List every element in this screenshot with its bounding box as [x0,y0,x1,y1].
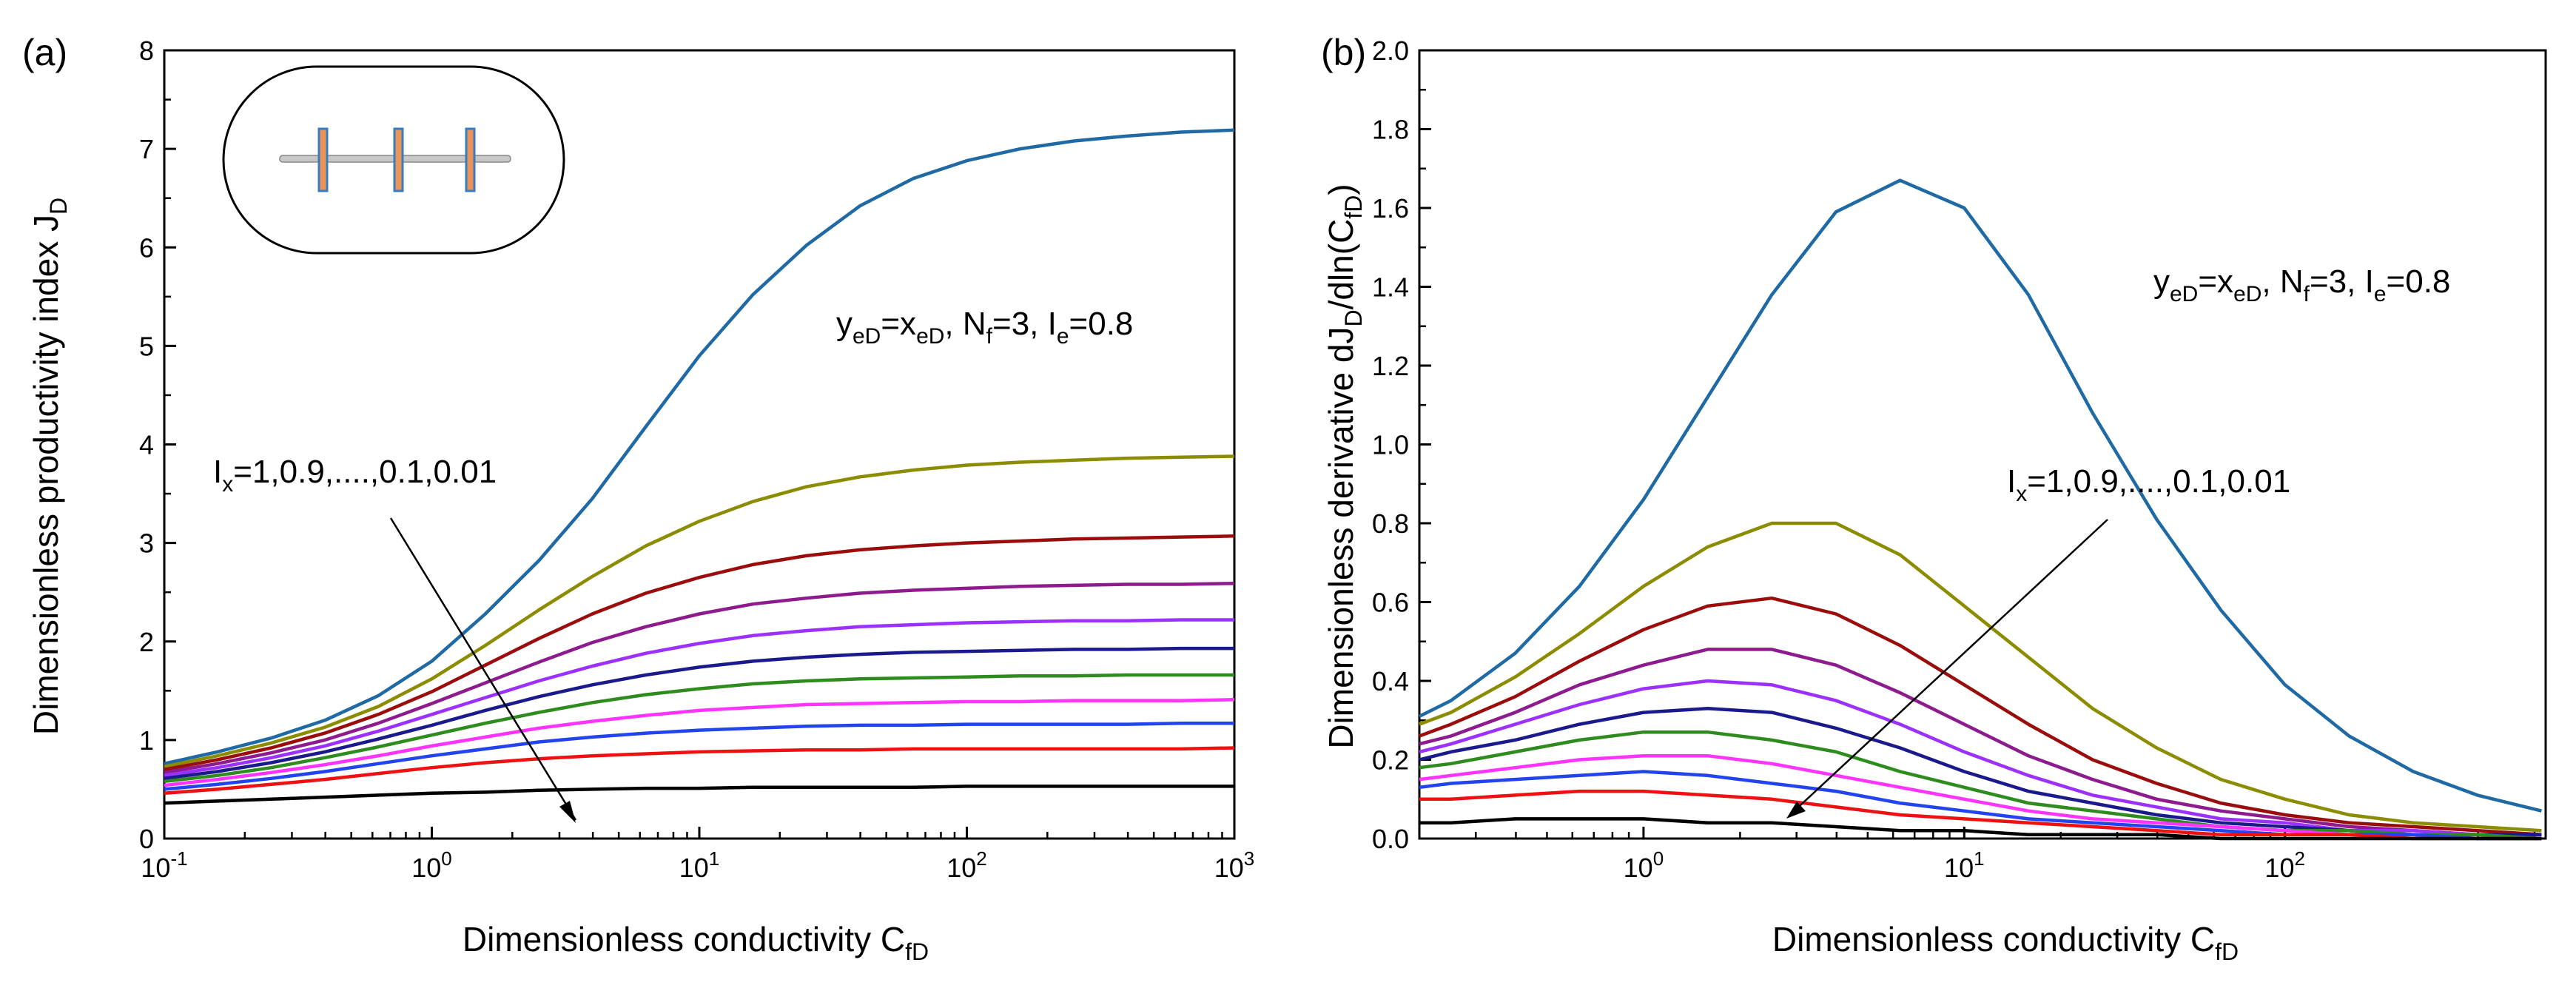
arrowhead-b [1786,802,1806,819]
series-line-b-7 [1419,730,2542,841]
y-tick-label: 1.2 [1372,351,1409,381]
series-line-a-7 [164,673,1234,784]
y-tick-label: 1.0 [1372,430,1409,460]
series-line-b-1 [1418,178,2542,813]
arrow-line-b [1790,519,2108,815]
x-tick-label: 102 [946,847,987,883]
y-tick-label: 3 [139,528,154,559]
y-tick-label: 1 [139,725,154,756]
series-line-a-11 [164,785,1234,805]
series-line-a-4 [164,581,1235,775]
fracture-2 [393,127,404,192]
axis-ticks-b: 0.0 0.2 0.4 0.6 0.8 1.0 1.2 1.4 1.6 1.8 2.0 100 101 1… [1372,36,2536,883]
params-annotation-b: yeD=xeD, Nf=3, Ie=0.8 [2153,263,2450,306]
series-line-a-5 [164,618,1234,778]
series-line-a-8 [164,698,1235,787]
arrowhead-a [559,801,576,823]
y-tick-label: 0.8 [1372,508,1409,539]
series-line-b-11 [1419,817,2542,841]
plot-frame-b [1418,49,2547,840]
y-axis-title-a: Dimensionless productivity index JD [27,198,72,735]
panel-label-a: (a) [22,32,67,73]
y-tick-label: 8 [139,36,154,66]
x-tick-label: 100 [411,847,452,883]
y-tick-label: 6 [139,232,154,263]
panel-b: (b) 0.0 0.2 0.4 0.6 0.8 1.0 1.2 1.4 1.6 1.8 2.0 100… [1321,32,2547,965]
x-tick-label: 10-1 [141,847,187,883]
fracture-1 [317,127,329,192]
axis-ticks-a: 0 1 2 3 4 5 6 7 8 10-1 100 101 102 103 [139,36,1254,883]
series-line-b-8 [1419,753,2542,841]
series-line-b-10 [1419,789,2542,841]
params-annotation-a: yeD=xeD, Nf=3, Ie=0.8 [836,306,1133,349]
y-tick-label: 1.6 [1372,193,1409,224]
y-tick-label: 2.0 [1372,36,1409,66]
fracture-3 [465,127,476,192]
series-line-a-2 [164,454,1235,769]
y-tick-label: 7 [139,134,154,164]
x-axis-title-a: Dimensionless conductivity CfD [463,920,929,965]
x-tick-label: 100 [1624,847,1664,883]
y-tick-label: 5 [139,331,154,361]
arrow-label-b: Ix=1,0.9,....,0.1,0.01 [2007,463,2290,506]
series-line-b-6 [1419,707,2542,836]
y-tick-label: 1.8 [1372,115,1409,145]
series-line-b-4 [1419,648,2542,836]
y-tick-label: 2 [139,627,154,657]
series-line-b-3 [1419,596,2542,836]
y-tick-label: 0.4 [1372,666,1409,696]
x-axis-title-b: Dimensionless conductivity CfD [1772,920,2239,965]
x-tick-label: 101 [679,847,720,883]
x-tick-label: 101 [1944,847,1985,883]
y-tick-label: 0.6 [1372,588,1409,618]
series-group-b [1418,178,2542,841]
y-tick-label: 4 [139,430,154,460]
arrow-label-a: Ix=1,0.9,....,0.1,0.01 [213,454,497,497]
x-tick-label: 102 [2264,847,2305,883]
y-tick-label: 0.2 [1372,745,1409,776]
y-axis-title-b: Dimensionless derivative dJD/dln(CfD) [1322,184,1367,748]
series-line-a-6 [164,646,1234,781]
y-tick-label: 0 [139,824,154,854]
fracture-schematic-inset [222,65,565,255]
series-group-a [164,128,1235,805]
series-line-a-9 [164,721,1234,791]
x-tick-label: 103 [1214,847,1255,883]
series-line-a-10 [164,746,1235,796]
series-line-b-2 [1419,521,2542,833]
series-line-a-1 [164,128,1235,765]
y-tick-label: 0.0 [1372,824,1409,854]
y-tick-label: 1.4 [1372,272,1409,303]
panel-label-b: (b) [1321,32,1366,73]
series-line-a-3 [164,534,1235,772]
arrow-line-a [389,517,577,821]
panel-a: (a) 0 1 2 3 4 5 6 7 8 10-1 100 101 102 103 Dimensionl… [22,32,1254,965]
